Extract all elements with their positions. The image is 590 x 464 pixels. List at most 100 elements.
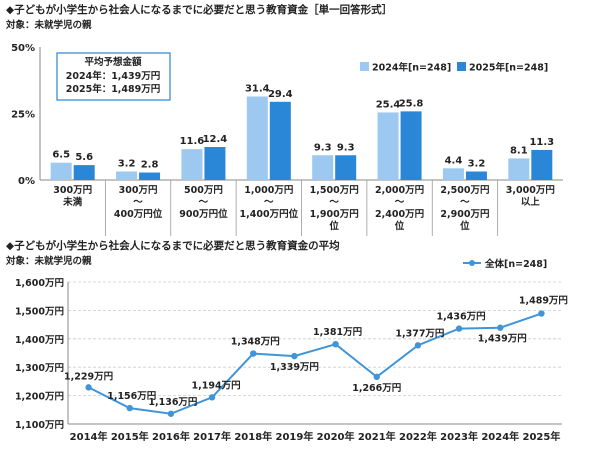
y-tick-label: 1,300万円: [15, 363, 64, 374]
x-tick-label: 1,000万円: [244, 185, 293, 196]
x-tick-label: 900万円位: [179, 208, 228, 220]
x-tick-label: 2018年: [234, 430, 272, 443]
bar-value-label: 2.8: [141, 160, 159, 171]
x-tick-label: 2,500万円: [440, 185, 489, 196]
bar-value-label: 9.3: [314, 142, 332, 153]
legend-swatch: [360, 62, 369, 71]
x-tick-label: 位: [395, 220, 405, 232]
x-tick-label: 2021年: [358, 430, 396, 443]
bar-value-label: 3.2: [468, 158, 486, 169]
data-label: 1,381万円: [313, 327, 362, 338]
bar-value-label: 4.4: [445, 155, 463, 166]
legend-label: 2024年[n=248]: [372, 62, 451, 74]
data-point: [85, 384, 92, 391]
bar-value-label: 11.6: [180, 136, 205, 147]
x-tick-label: 2017年: [193, 430, 231, 443]
x-tick-label: 位: [329, 220, 339, 232]
x-tick-label: 300万円: [119, 185, 158, 196]
bar: [246, 96, 268, 180]
bar: [442, 168, 464, 180]
data-label: 1,489万円: [519, 296, 568, 307]
line-chart-title: ◆子どもが小学生から社会人になるまでに必要だと思う教育資金の平均: [6, 240, 340, 252]
data-label: 1,339万円: [270, 362, 319, 373]
x-tick-label: 以上: [521, 196, 541, 208]
bar: [508, 158, 530, 180]
data-point: [497, 324, 504, 331]
legend-label: 全体[n=248]: [484, 258, 547, 270]
bar: [465, 171, 487, 180]
data-label: 1,136万円: [148, 397, 197, 408]
y-tick-label: 25%: [11, 110, 35, 121]
x-tick-label: 2,900万円: [440, 209, 489, 220]
data-point: [373, 373, 380, 381]
bar-value-label: 25.8: [399, 98, 424, 109]
bar-value-label: 5.6: [75, 152, 93, 163]
data-point: [414, 342, 422, 349]
bar-value-label: 11.3: [529, 137, 554, 148]
annotation-title: 平均予想金額: [84, 56, 142, 68]
y-tick-label: 1,200万円: [15, 392, 64, 403]
data-label: 1,194万円: [192, 380, 241, 391]
legend-swatch: [457, 62, 466, 71]
average-annotation-box: [56, 52, 171, 101]
x-tick-label: 3,000万円: [506, 185, 555, 196]
legend-label: 2025年[n=248]: [469, 62, 548, 74]
bar: [269, 101, 291, 180]
line-chart-subtitle: 対象：未就学児の親: [6, 256, 92, 267]
data-label: 1,156万円: [107, 391, 156, 402]
data-label: 1,436万円: [437, 312, 486, 323]
bar: [400, 111, 422, 180]
x-tick-label: 1,400万円位: [240, 208, 299, 220]
x-tick-label: 1,500万円: [310, 185, 359, 196]
x-tick-label: 〜: [329, 197, 339, 208]
y-tick-label: 1,400万円: [15, 335, 64, 346]
x-tick-label: 2,000万円: [375, 185, 424, 196]
x-tick-label: 2019年: [275, 430, 313, 443]
annotation-line: 2024年：1,439万円: [66, 70, 161, 82]
y-tick-label: 1,500万円: [15, 306, 64, 317]
x-tick-label: 2014年: [70, 430, 108, 443]
x-tick-label: 400万円位: [114, 208, 163, 220]
bar: [50, 162, 72, 180]
x-tick-label: 300万円: [53, 185, 92, 196]
x-tick-label: 2024年: [481, 430, 519, 443]
bar-value-label: 9.3: [337, 142, 355, 153]
data-point: [250, 350, 257, 357]
data-point: [455, 325, 463, 332]
x-tick-label: 2015年: [111, 430, 149, 443]
bar: [204, 147, 226, 180]
data-label: 1,348万円: [231, 337, 280, 348]
data-point: [208, 394, 216, 401]
x-tick-label: 位: [460, 220, 470, 232]
data-label: 1,439万円: [478, 334, 527, 345]
x-tick-label: 2020年: [317, 430, 355, 443]
data-point: [126, 404, 133, 412]
legend-marker: [469, 260, 475, 266]
x-tick-label: 〜: [264, 197, 274, 208]
bar-value-label: 12.4: [203, 134, 228, 145]
y-tick-label: 0%: [18, 176, 35, 187]
bar: [377, 112, 399, 180]
y-tick-label: 1,600万円: [15, 278, 64, 289]
bar: [116, 171, 138, 180]
x-tick-label: 2025年: [522, 430, 560, 443]
bar-value-label: 31.4: [245, 83, 270, 94]
bar-value-label: 3.2: [118, 158, 136, 169]
x-tick-label: 2,400万円: [375, 209, 424, 220]
series-line: [88, 312, 542, 415]
data-point: [332, 340, 339, 348]
bar: [531, 149, 553, 180]
data-point: [291, 352, 298, 360]
bar-value-label: 6.5: [52, 150, 70, 161]
data-label: 1,229万円: [64, 371, 113, 382]
x-tick-label: 〜: [460, 197, 470, 208]
x-tick-label: 1,900万円: [310, 209, 359, 220]
x-tick-label: 未満: [62, 196, 83, 208]
x-tick-label: 2022年: [399, 430, 437, 443]
bar: [73, 165, 95, 180]
bar: [181, 149, 203, 180]
bar-chart-title: ◆子どもが小学生から社会人になるまでに必要だと思う教育資金［単一回答形式］: [6, 4, 393, 16]
y-tick-label: 50%: [11, 43, 35, 54]
